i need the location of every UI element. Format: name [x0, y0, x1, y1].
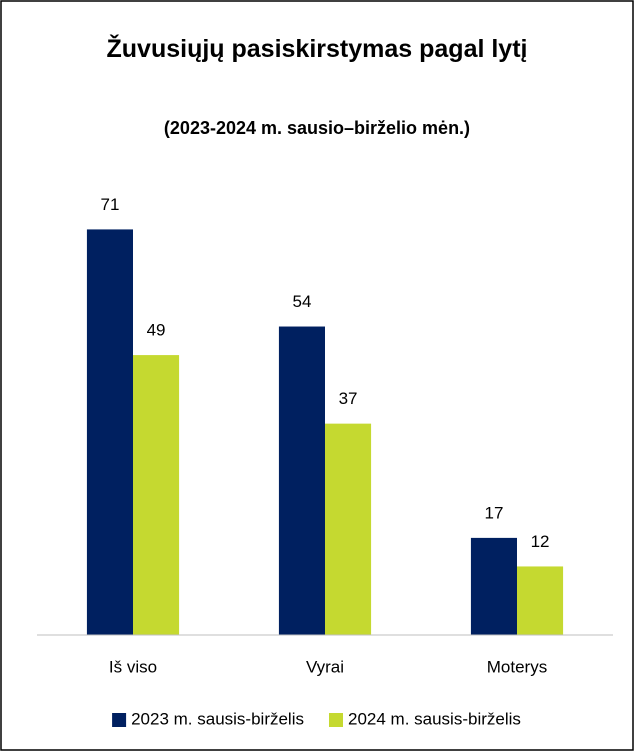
- data-label: 49: [147, 321, 166, 340]
- bar: [278, 326, 325, 635]
- data-label: 71: [100, 195, 119, 214]
- bar: [470, 537, 517, 635]
- legend-label: 2023 m. sausis-birželis: [131, 709, 304, 728]
- legend-swatch: [112, 713, 127, 727]
- bar: [517, 566, 564, 635]
- chart-subtitle: (2023-2024 m. sausio–birželio mėn.): [163, 118, 471, 138]
- data-label: 17: [484, 503, 503, 522]
- x-tick-label: Iš viso: [109, 657, 157, 676]
- bar: [325, 423, 372, 635]
- legend-swatch: [329, 713, 343, 727]
- data-label: 37: [339, 389, 358, 408]
- x-tick-label: Moterys: [487, 657, 547, 676]
- x-tick-label: Vyrai: [306, 657, 344, 676]
- data-label: 54: [292, 292, 311, 311]
- legend-label: 2024 m. sausis-birželis: [348, 709, 521, 728]
- bar: [133, 355, 180, 635]
- chart-title: Žuvusiųjų pasiskirstymas pagal lytį: [106, 35, 528, 63]
- bar: [86, 229, 133, 635]
- data-label: 12: [531, 532, 550, 551]
